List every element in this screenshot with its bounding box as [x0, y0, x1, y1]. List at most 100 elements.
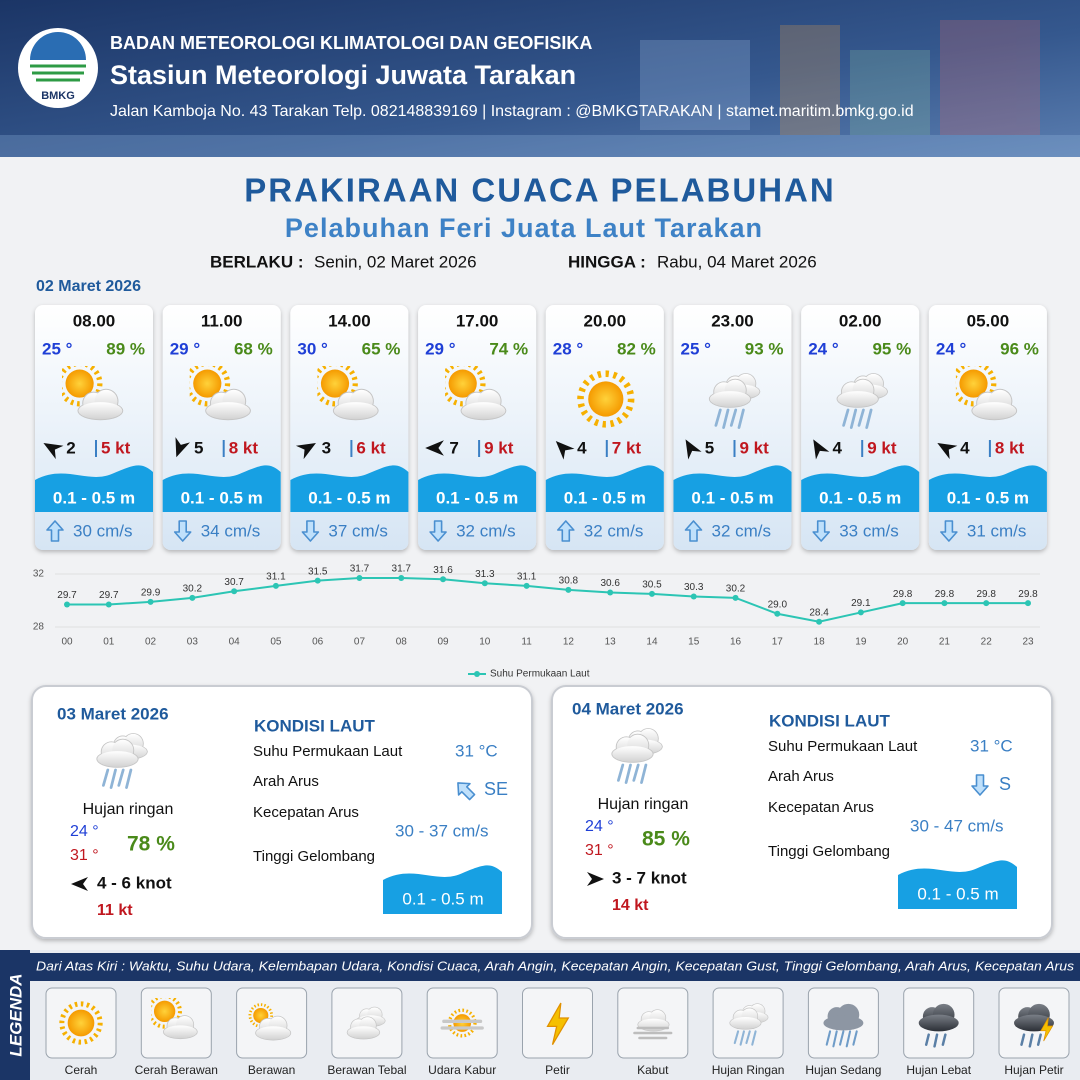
- air-temp: 28 °: [553, 339, 584, 358]
- today-date: 02 Maret 2026: [36, 278, 141, 295]
- logo-stripes: [30, 64, 86, 82]
- sst-chart: 28 32 00 01 02 03 04 05 06 07 08 09 10 11 12 13 14 15 16 17…: [33, 564, 1040, 680]
- from-label: BERLAKU :: [210, 252, 304, 271]
- data-label: 31.6: [433, 565, 453, 576]
- temp-max: 31 °: [70, 847, 99, 864]
- data-label: 29.7: [99, 590, 119, 601]
- data-point: [64, 601, 70, 608]
- dir-label: Arah Arus: [253, 773, 319, 790]
- wave-height: 0.1 - 0.5 m: [917, 884, 998, 903]
- day-panel: 03 Maret 2026 Hujan ringan 24 ° 31 ° 78 % 4 -…: [31, 685, 533, 939]
- slot-time: 08.00: [73, 311, 116, 330]
- slot-time: 11.00: [201, 311, 243, 330]
- data-label: 30.2: [726, 583, 746, 594]
- x-tick-label: 16: [730, 637, 742, 648]
- data-point: [147, 598, 154, 605]
- separator: [605, 440, 608, 457]
- legend-strip: [0, 950, 30, 1080]
- wave-shape: [673, 465, 792, 512]
- gust-speed: 9 kt: [867, 438, 897, 457]
- data-point: [816, 618, 823, 625]
- x-tick-label: 22: [981, 637, 993, 648]
- wave-shape: [383, 865, 502, 914]
- x-tick-label: 19: [855, 637, 867, 648]
- current-dir: S: [999, 774, 1011, 794]
- data-point: [314, 577, 321, 584]
- legend-label: Udara Kabur: [428, 1063, 496, 1077]
- data-label: 29.8: [893, 589, 913, 600]
- air-temp: 25 °: [42, 339, 73, 358]
- y-tick-label: 28: [33, 622, 45, 633]
- wave-shape: [162, 465, 281, 512]
- data-point: [189, 594, 196, 601]
- weather: Hujan ringan: [83, 801, 174, 818]
- data-point: [231, 588, 238, 595]
- data-label: 28.4: [809, 607, 829, 618]
- humidity: 65 %: [362, 339, 401, 358]
- station-name: Stasiun Meteorologi Juwata Tarakan: [110, 60, 576, 90]
- current-speed: 32 cm/s: [456, 521, 516, 540]
- gust-speed: 8 kt: [995, 438, 1025, 457]
- legend-label: Cerah: [65, 1063, 98, 1077]
- data-label: 29.0: [768, 599, 788, 610]
- data-label: 29.1: [851, 598, 871, 609]
- data-point: [398, 574, 405, 581]
- humidity: 85 %: [642, 828, 690, 851]
- legend-description: Dari Atas Kiri : Waktu, Suhu Udara, Kele…: [36, 958, 1075, 973]
- humidity: 96 %: [1000, 339, 1039, 358]
- current-speed: 31 cm/s: [967, 521, 1027, 540]
- slot-time: 20.00: [584, 311, 627, 330]
- x-tick-label: 17: [772, 637, 784, 648]
- speed-label: Kecepatan Arus: [768, 799, 874, 816]
- x-tick-label: 09: [437, 637, 449, 648]
- data-point: [857, 609, 864, 616]
- current-speed: 30 cm/s: [73, 521, 133, 540]
- wave-height: 0.1 - 0.5 m: [436, 488, 518, 507]
- day-date: 04 Maret 2026: [572, 699, 684, 718]
- data-point: [105, 601, 112, 608]
- sst-label: Suhu Permukaan Laut: [253, 743, 403, 760]
- wave-shape: [801, 465, 920, 512]
- gust-speed: 9 kt: [740, 438, 770, 457]
- legend-label: Hujan Sedang: [805, 1063, 881, 1077]
- wave-shape: [928, 465, 1047, 512]
- forecast-card: 23.00 25 ° 93 % 5 9 kt 0.1 - 0.5 m 32 cm/s: [673, 305, 792, 550]
- subtitle: Pelabuhan Feri Juata Laut Tarakan: [285, 213, 763, 243]
- legend-label: Hujan Lebat: [906, 1063, 971, 1077]
- wind: 3 - 7 knot: [612, 868, 687, 887]
- humidity: 89 %: [106, 339, 145, 358]
- data-point: [899, 600, 906, 607]
- wave-shape: [290, 465, 409, 512]
- wind-speed: 5: [705, 438, 714, 457]
- org-name: BADAN METEOROLOGI KLIMATOLOGI DAN GEOFIS…: [110, 33, 592, 53]
- air-temp: 29 °: [170, 339, 201, 358]
- data-point: [440, 576, 447, 583]
- current-speed: 32 cm/s: [584, 521, 644, 540]
- slot-time: 05.00: [967, 311, 1010, 330]
- wave-label: Tinggi Gelombang: [768, 843, 890, 860]
- air-temp: 25 °: [681, 339, 712, 358]
- x-tick-label: 08: [396, 637, 408, 648]
- air-temp: 29 °: [425, 339, 456, 358]
- data-point: [272, 582, 279, 589]
- x-tick-label: 18: [814, 637, 826, 648]
- legend-title: LEGENDA: [6, 973, 25, 1056]
- to-date: Rabu, 04 Maret 2026: [657, 252, 817, 271]
- data-point: [648, 590, 655, 597]
- humidity: 78 %: [127, 833, 175, 856]
- x-tick-label: 01: [103, 637, 115, 648]
- x-tick-label: 14: [646, 637, 658, 648]
- current-speed: 34 cm/s: [201, 521, 261, 540]
- temp-min: 24 °: [70, 823, 99, 840]
- current-speed: 37 cm/s: [328, 521, 388, 540]
- separator: [478, 440, 481, 457]
- logo-mark: [30, 32, 86, 60]
- data-label: 31.1: [517, 572, 537, 583]
- wind-speed: 4: [577, 438, 587, 457]
- separator: [222, 440, 225, 457]
- x-tick-label: 13: [605, 637, 617, 648]
- x-tick-label: 10: [479, 637, 491, 648]
